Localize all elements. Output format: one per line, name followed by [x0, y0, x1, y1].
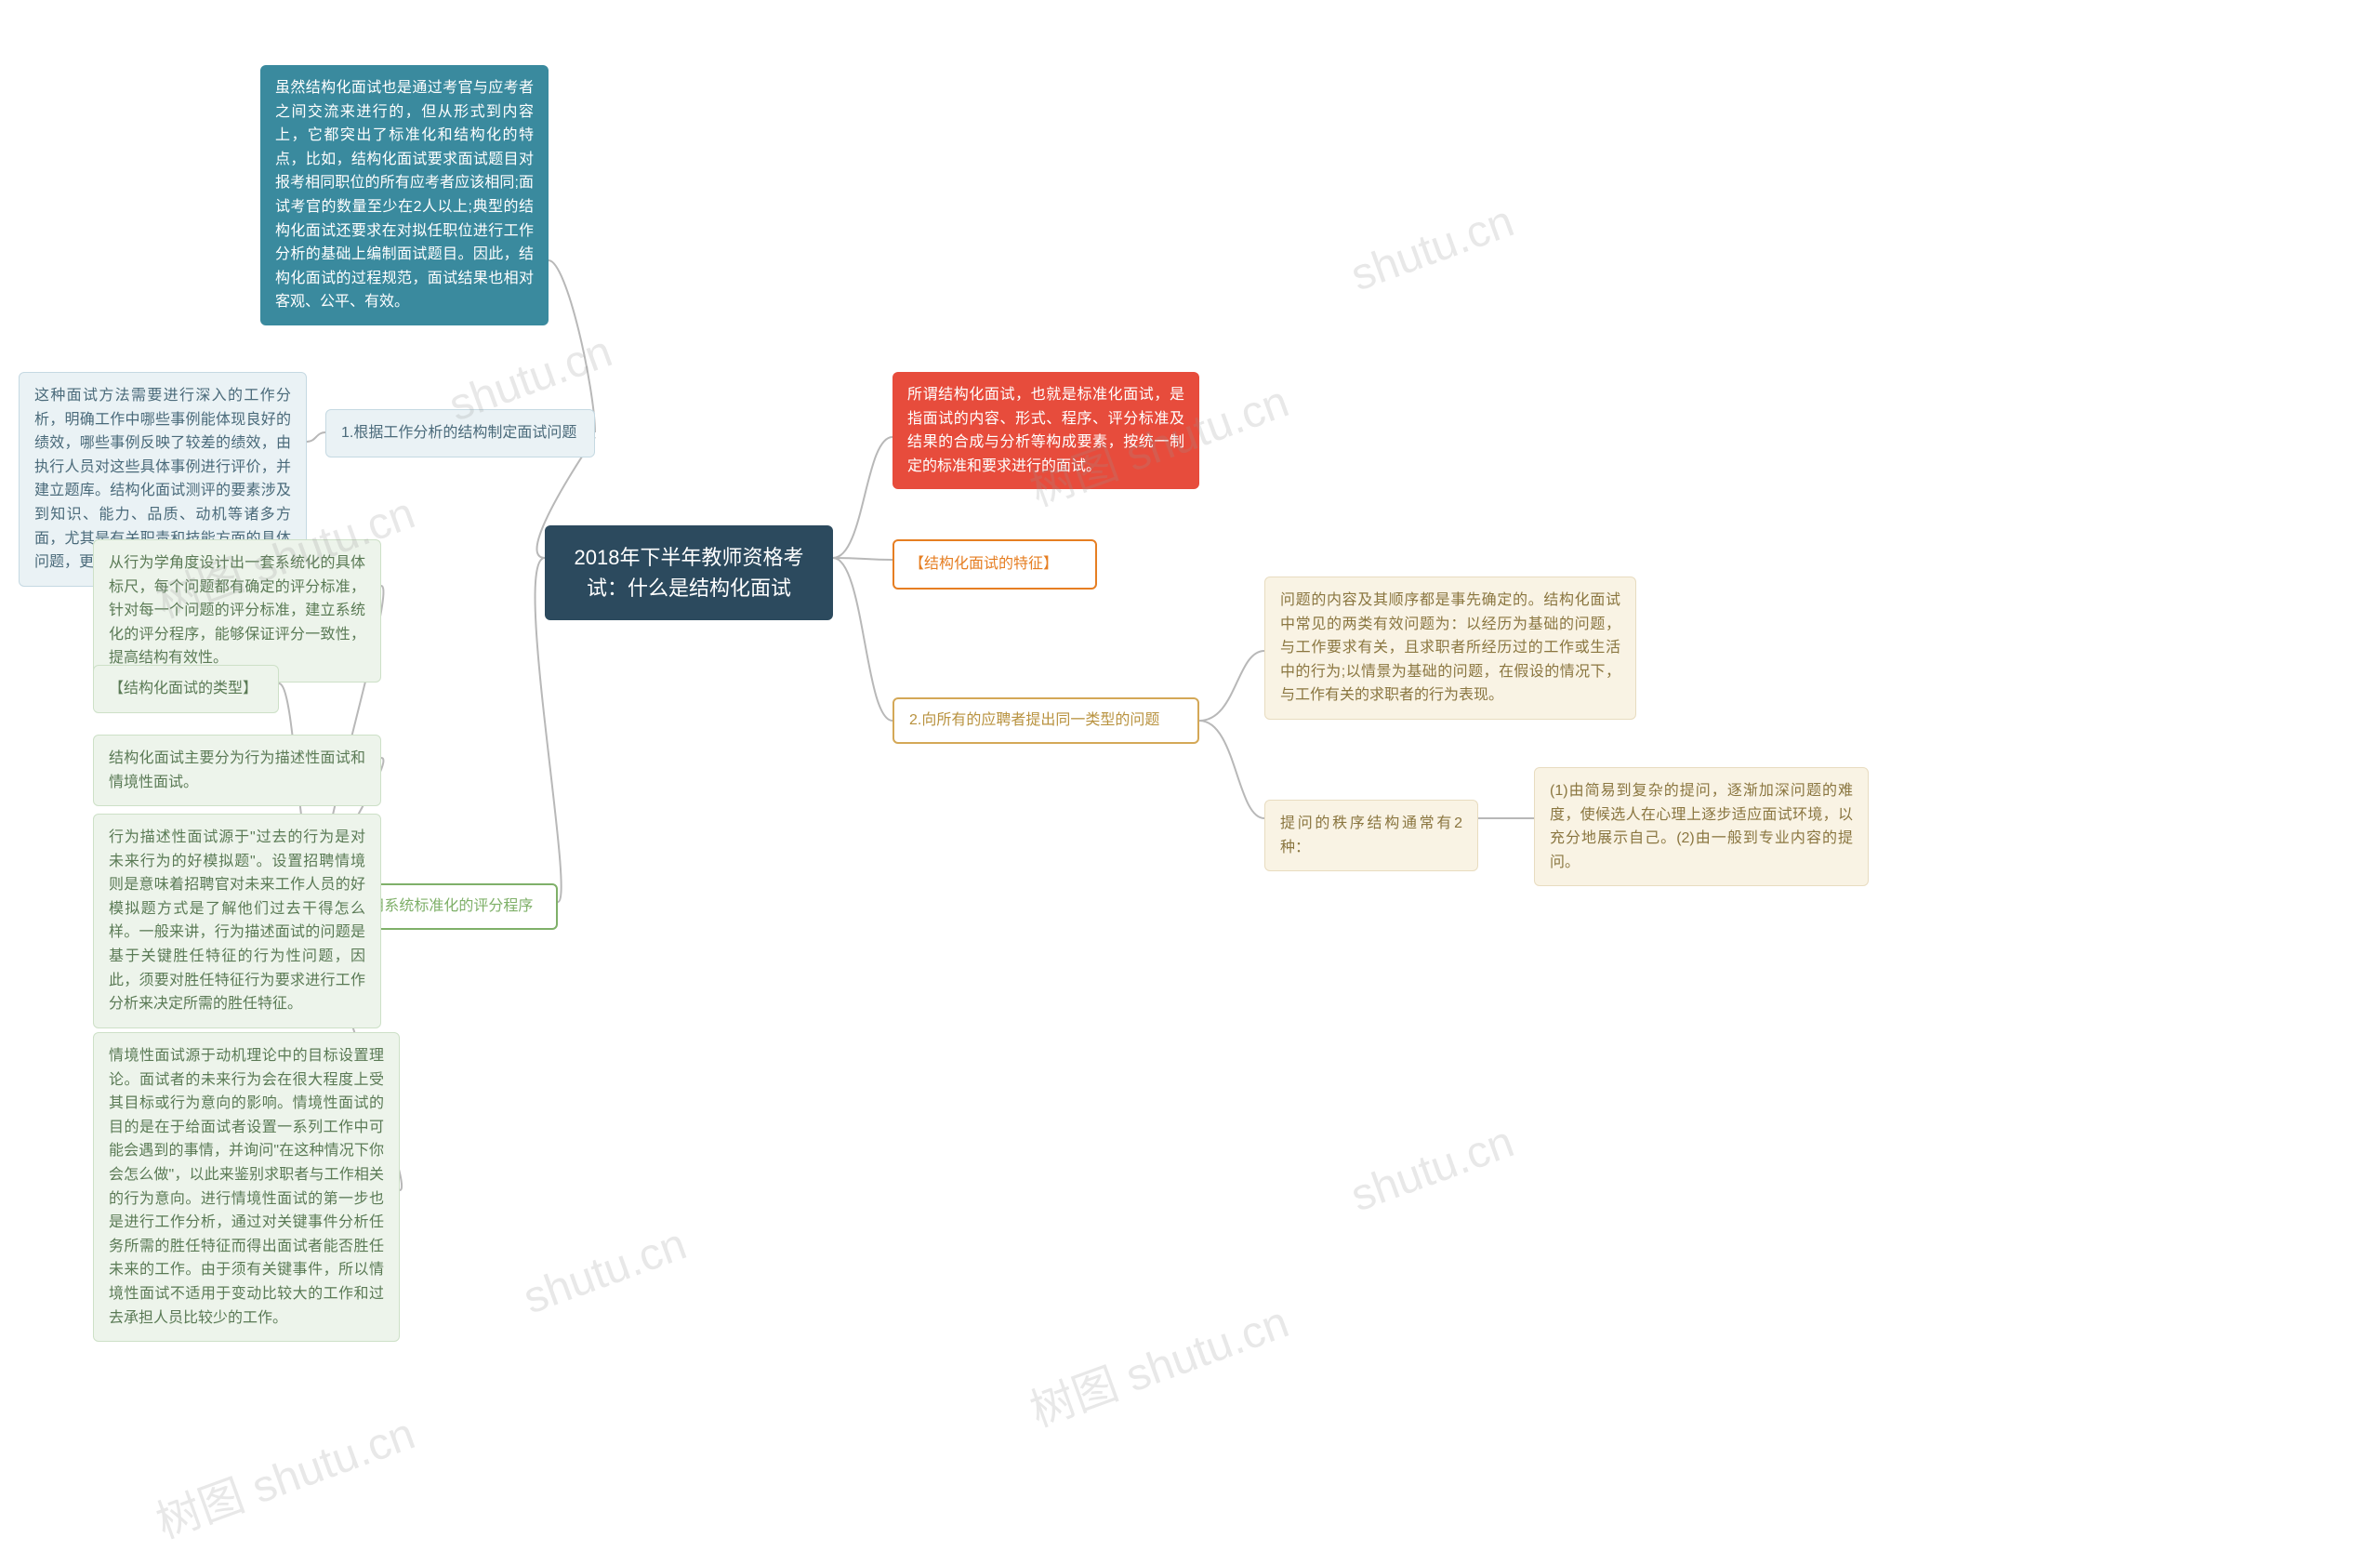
- branch2-detail2-text-node[interactable]: (1)由简易到复杂的提问，逐渐加深问题的难度，使候选人在心理上逐步适应面试环境，…: [1534, 767, 1869, 886]
- branch3-detail4-node[interactable]: 行为描述性面试源于"过去的行为是对未来行为的好模拟题"。设置招聘情境则是意味着招…: [93, 814, 381, 1028]
- branch3-detail4-text: 行为描述性面试源于"过去的行为是对未来行为的好模拟题"。设置招聘情境则是意味着招…: [109, 829, 365, 1012]
- definition-node[interactable]: 所谓结构化面试，也就是标准化面试，是指面试的内容、形式、程序、评分标准及结果的合…: [892, 372, 1199, 489]
- definition-text: 所谓结构化面试，也就是标准化面试，是指面试的内容、形式、程序、评分标准及结果的合…: [907, 387, 1184, 474]
- root-text: 2018年下半年教师资格考试：什么是结构化面试: [575, 546, 804, 600]
- branch3-detail1-text: 从行为学角度设计出一套系统化的具体标尺，每个问题都有确定的评分标准，针对每一个问…: [109, 555, 365, 666]
- branch2-detail1-node[interactable]: 问题的内容及其顺序都是事先确定的。结构化面试中常见的两类有效问题为：以经历为基础…: [1264, 577, 1636, 720]
- intro-node[interactable]: 虽然结构化面试也是通过考官与应考者之间交流来进行的，但从形式到内容上，它都突出了…: [260, 65, 549, 325]
- branch3-detail2-node[interactable]: 【结构化面试的类型】: [93, 665, 279, 713]
- intro-text: 虽然结构化面试也是通过考官与应考者之间交流来进行的，但从形式到内容上，它都突出了…: [275, 80, 534, 310]
- features-label-text: 【结构化面试的特征】: [909, 556, 1058, 572]
- watermark: 树图 shutu.cn: [1020, 1285, 1296, 1438]
- branch3-detail3-node[interactable]: 结构化面试主要分为行为描述性面试和情境性面试。: [93, 735, 381, 806]
- branch2-label-text: 2.向所有的应聘者提出同一类型的问题: [909, 712, 1159, 728]
- branch3-detail5-text: 情境性面试源于动机理论中的目标设置理论。面试者的未来行为会在很大程度上受其目标或…: [109, 1048, 384, 1326]
- branch2-detail1-text: 问题的内容及其顺序都是事先确定的。结构化面试中常见的两类有效问题为：以经历为基础…: [1280, 592, 1620, 703]
- branch2-detail2-label-node[interactable]: 提问的秩序结构通常有2种：: [1264, 800, 1478, 871]
- branch3-detail2-text: 【结构化面试的类型】: [109, 681, 258, 696]
- branch1-label-text: 1.根据工作分析的结构制定面试问题: [341, 425, 576, 441]
- watermark: shutu.cn: [1344, 1117, 1520, 1223]
- branch3-detail1-node[interactable]: 从行为学角度设计出一套系统化的具体标尺，每个问题都有确定的评分标准，针对每一个问…: [93, 539, 381, 683]
- branch3-detail5-node[interactable]: 情境性面试源于动机理论中的目标设置理论。面试者的未来行为会在很大程度上受其目标或…: [93, 1032, 400, 1342]
- branch2-label-node[interactable]: 2.向所有的应聘者提出同一类型的问题: [892, 697, 1199, 744]
- features-label-node[interactable]: 【结构化面试的特征】: [892, 539, 1097, 590]
- watermark: shutu.cn: [517, 1219, 693, 1325]
- branch3-detail3-text: 结构化面试主要分为行为描述性面试和情境性面试。: [109, 750, 365, 790]
- branch1-label-node[interactable]: 1.根据工作分析的结构制定面试问题: [325, 409, 595, 457]
- root-node[interactable]: 2018年下半年教师资格考试：什么是结构化面试: [545, 525, 833, 620]
- branch2-detail2-label-text: 提问的秩序结构通常有2种：: [1280, 815, 1462, 855]
- branch2-detail2-text: (1)由简易到复杂的提问，逐渐加深问题的难度，使候选人在心理上逐步适应面试环境，…: [1550, 783, 1853, 870]
- watermark: 树图 shutu.cn: [146, 1397, 422, 1550]
- watermark: shutu.cn: [1344, 196, 1520, 302]
